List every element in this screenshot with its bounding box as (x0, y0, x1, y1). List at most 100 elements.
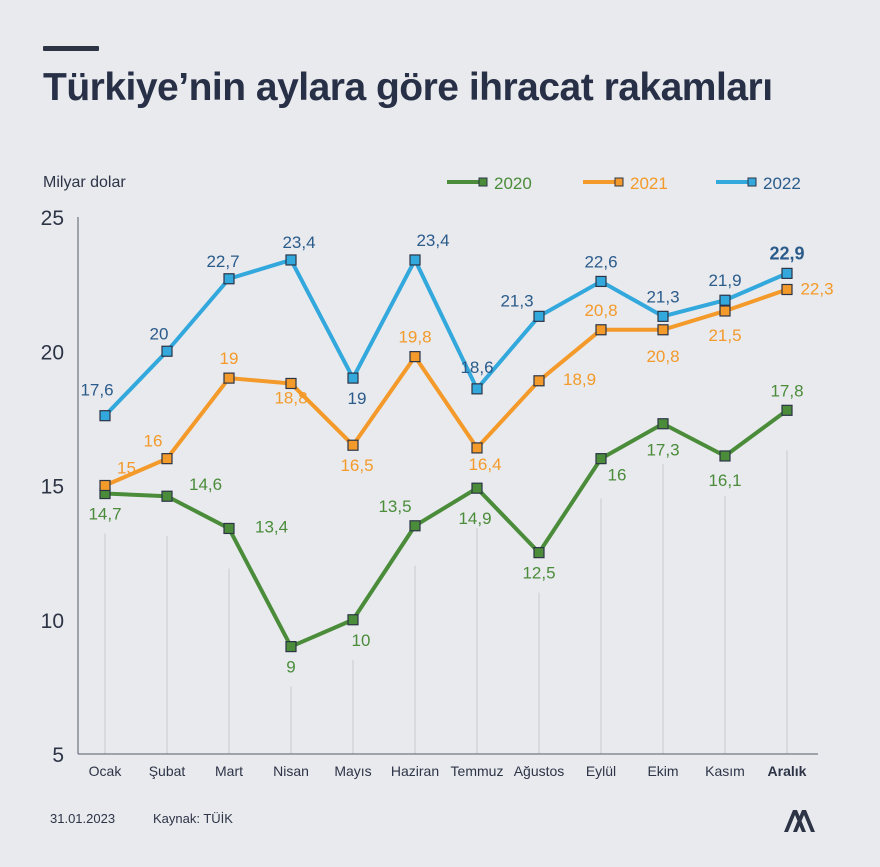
x-tick-label: Şubat (149, 763, 186, 779)
data-label-2021: 16,5 (340, 456, 373, 475)
data-label-2020: 14,6 (189, 475, 222, 494)
marker-2020 (161, 490, 173, 502)
x-tick-label: Eylül (586, 763, 616, 779)
marker-2021 (285, 377, 297, 390)
data-label-2022: 21,9 (708, 271, 741, 290)
data-label-2020: 14,7 (88, 505, 121, 524)
data-label-2020: 13,4 (255, 517, 288, 536)
publish-date: 31.01.2023 (50, 811, 116, 826)
marker-2021 (657, 324, 669, 336)
marker-2022 (595, 275, 607, 288)
legend-marker (747, 177, 757, 187)
marker-2022 (533, 310, 545, 322)
data-label-2020: 17,3 (646, 441, 679, 460)
data-label-2022: 18,6 (460, 358, 493, 377)
data-label-2020: 16,1 (708, 471, 741, 490)
data-label-2022: 21,3 (646, 287, 679, 306)
x-tick-label: Ağustos (514, 763, 565, 779)
x-tick-label: Kasım (705, 763, 745, 779)
marker-2021 (409, 351, 421, 363)
marker-2020 (471, 482, 483, 494)
data-label-2022: 22,6 (584, 252, 617, 271)
data-label-2022: 22,9 (769, 243, 804, 263)
marker-2022 (347, 372, 359, 384)
series-line-2020 (104, 408, 789, 649)
marker-2020 (223, 522, 235, 535)
y-tick-label: 10 (41, 610, 64, 633)
data-label-2021: 20,8 (646, 347, 679, 366)
marker-2020 (595, 453, 607, 465)
data-label-2021: 15 (117, 459, 136, 478)
x-tick-label: Temmuz (451, 763, 504, 779)
x-tick-label: Nisan (273, 763, 309, 779)
data-label-2021: 18,9 (563, 370, 596, 389)
x-tick-label: Mayıs (334, 763, 371, 779)
data-label-2020: 10 (352, 631, 371, 650)
marker-2022 (657, 310, 669, 322)
marker-2020 (719, 450, 731, 462)
marker-2021 (595, 324, 607, 336)
y-tick-label: 15 (41, 476, 64, 499)
data-label-2021: 19,8 (398, 328, 431, 347)
legend-label: 2021 (630, 174, 668, 193)
data-label-2020: 17,8 (770, 381, 803, 400)
data-label-2020: 14,9 (458, 509, 491, 528)
x-tick-label: Ekim (647, 763, 678, 779)
data-label-2022: 17,6 (80, 381, 113, 400)
data-label-2020: 16 (608, 466, 627, 485)
series-line-2021 (104, 287, 788, 488)
source-label: Kaynak: TÜİK (153, 811, 233, 826)
data-label-2020: 13,5 (378, 497, 411, 516)
marker-2022 (409, 254, 421, 266)
data-label-2021: 16 (144, 432, 163, 451)
marker-2021 (471, 442, 483, 454)
marker-2021 (223, 372, 235, 384)
data-label-2021: 20,8 (584, 301, 617, 320)
marker-2022 (781, 267, 793, 279)
data-label-2020: 12,5 (522, 564, 555, 583)
aa-logo-icon (784, 810, 815, 832)
marker-2022 (99, 410, 111, 422)
data-label-2022: 20 (150, 324, 169, 343)
marker-2020 (781, 404, 793, 416)
legend-marker (614, 177, 624, 187)
data-label-2021: 16,4 (468, 455, 501, 474)
marker-2022 (223, 273, 235, 285)
marker-2020 (409, 520, 421, 532)
data-label-2022: 21,3 (500, 291, 533, 310)
marker-2021 (533, 375, 545, 387)
marker-2022 (285, 254, 297, 266)
marker-2020 (657, 418, 669, 430)
data-label-2022: 19 (348, 389, 367, 408)
legend-label: 2020 (494, 174, 532, 193)
data-label-2022: 22,7 (206, 252, 239, 271)
marker-2021 (719, 305, 731, 317)
marker-2020 (285, 640, 297, 653)
data-label-2022: 23,4 (416, 231, 449, 250)
data-label-2022: 23,4 (282, 233, 315, 252)
data-label-2021: 19 (220, 349, 239, 368)
title-accent-bar (43, 46, 99, 51)
y-axis-label: Milyar dolar (43, 174, 126, 191)
marker-2020 (347, 614, 359, 626)
data-label-2021: 22,3 (800, 279, 833, 298)
marker-2021 (347, 439, 359, 451)
marker-2022 (161, 345, 173, 357)
data-label-2021: 18,8 (274, 388, 307, 407)
y-tick-label: 5 (52, 744, 64, 767)
legend-label: 2022 (763, 174, 801, 193)
marker-2020 (533, 547, 545, 559)
y-tick-label: 20 (41, 341, 64, 364)
marker-2021 (781, 283, 793, 296)
marker-2021 (99, 479, 111, 492)
marker-2021 (161, 453, 173, 465)
marker-2022 (719, 294, 731, 306)
page-title: Türkiye’nin aylara göre ihracat rakamlar… (43, 66, 773, 109)
x-tick-label: Ocak (89, 763, 123, 779)
series-line-2022 (103, 257, 788, 418)
y-tick-label: 25 (41, 207, 64, 230)
data-label-2021: 21,5 (708, 326, 741, 345)
data-label-2020: 9 (286, 658, 295, 677)
x-tick-label: Haziran (391, 763, 439, 779)
